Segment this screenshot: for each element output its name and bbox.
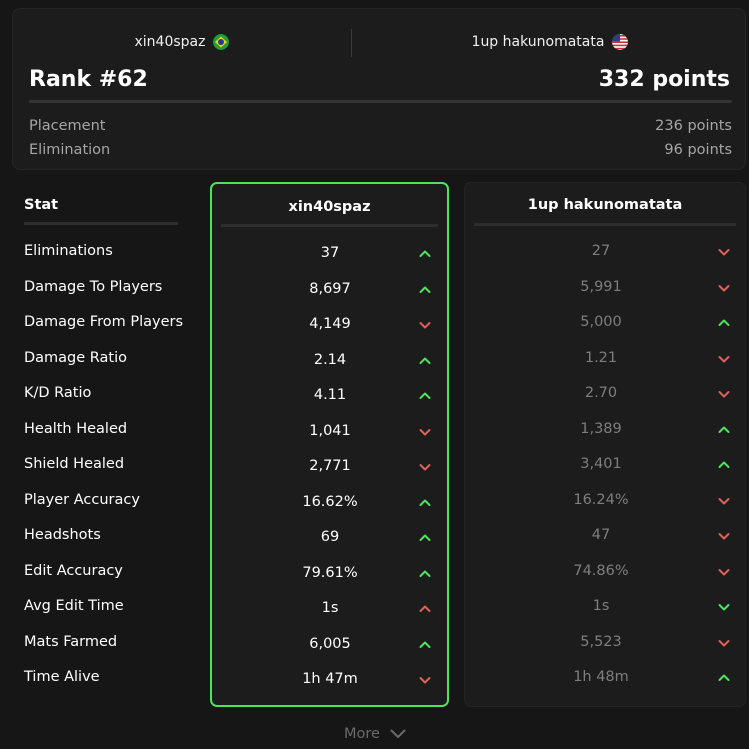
player2-stat-value: 5,991 — [580, 278, 622, 295]
player2-stat-value: 27 — [591, 243, 611, 259]
points-divider — [29, 100, 732, 103]
player1-header-underline — [221, 224, 438, 227]
chevron-up-icon — [718, 317, 730, 329]
chevron-down-icon — [419, 426, 431, 438]
stat-label: Health Healed — [24, 420, 128, 437]
player1-stat-value: 6,005 — [309, 635, 351, 652]
chevron-up-icon — [419, 603, 431, 615]
player1-stat-value: 37 — [320, 245, 340, 261]
rank-title: Rank #62 — [29, 67, 148, 92]
stat-label: Shield Healed — [24, 456, 125, 472]
chevron-down-icon — [718, 388, 730, 400]
player1-stat-value: 16.62% — [302, 493, 358, 510]
players-row: xin40spaz 1up hakunomatata — [13, 27, 745, 57]
player1-stat-value: 69 — [320, 529, 340, 545]
brazil-flag-icon — [213, 34, 230, 50]
stat-label: Damage To Players — [24, 278, 163, 295]
player2-stat-value: 1h 48m — [573, 669, 629, 685]
chevron-down-icon — [718, 601, 730, 613]
more-button[interactable]: More — [344, 726, 406, 742]
stat-label: Avg Edit Time — [24, 598, 124, 614]
elimination-value: 96 points — [664, 142, 732, 158]
chevron-up-icon — [419, 248, 431, 260]
players-divider — [351, 29, 352, 57]
player1-stat-value: 4.11 — [313, 387, 347, 403]
stat-label: Headshots — [24, 527, 101, 543]
player2-stat-value: 16.24% — [573, 491, 629, 508]
player1-stat-value: 1h 47m — [302, 671, 358, 687]
total-points: 332 points — [598, 67, 730, 92]
player2-stat-value: 3,401 — [580, 456, 622, 472]
chevron-up-icon — [419, 284, 431, 296]
stat-label: K/D Ratio — [24, 385, 92, 401]
player2-stats-column: 1up hakunomatata — [464, 182, 746, 707]
player1-stat-value: 2.14 — [313, 351, 347, 368]
stat-label: Damage From Players — [24, 314, 184, 330]
player2-column-header: 1up hakunomatata — [527, 197, 683, 213]
stat-header-underline — [24, 222, 178, 225]
player2-name[interactable]: 1up hakunomatata — [353, 27, 747, 57]
stat-label: Edit Accuracy — [24, 562, 123, 579]
player2-stat-value: 1s — [592, 598, 610, 614]
stat-label: Eliminations — [24, 243, 113, 259]
stat-label: Player Accuracy — [24, 491, 140, 508]
chevron-down-icon — [718, 637, 730, 649]
chevron-up-icon — [419, 639, 431, 651]
placement-value: 236 points — [655, 118, 732, 134]
elimination-label: Elimination — [29, 142, 111, 158]
player1-column-header: xin40spaz — [288, 199, 371, 215]
chevron-down-icon — [718, 282, 730, 294]
player1-stat-value: 1s — [321, 600, 339, 616]
chevron-up-icon — [718, 672, 730, 684]
player2-stat-value: 5,523 — [580, 633, 622, 650]
chevron-down-icon — [718, 495, 730, 507]
chevron-down-icon — [419, 319, 431, 331]
chevron-down-icon — [419, 674, 431, 686]
chevron-down-icon — [718, 353, 730, 365]
chevron-up-icon — [718, 424, 730, 436]
chevron-down-icon — [390, 729, 406, 738]
player1-stat-value: 8,697 — [309, 280, 351, 297]
player1-stat-value: 4,149 — [309, 316, 351, 332]
player2-stat-value: 5,000 — [580, 314, 622, 330]
chevron-down-icon — [718, 246, 730, 258]
chevron-up-icon — [419, 497, 431, 509]
stat-column-header: Stat — [24, 197, 59, 213]
player2-label: 1up hakunomatata — [471, 34, 605, 50]
stat-label: Time Alive — [24, 669, 100, 685]
player1-stat-value: 2,771 — [309, 458, 351, 474]
player1-label: xin40spaz — [134, 34, 206, 50]
player2-stat-value: 2.70 — [584, 385, 618, 401]
player2-header-underline — [474, 223, 736, 226]
player2-stat-value: 1,389 — [580, 420, 622, 437]
chevron-down-icon — [419, 461, 431, 473]
player1-name[interactable]: xin40spaz — [13, 27, 351, 57]
player1-stat-value: 79.61% — [302, 564, 358, 581]
stat-label: Damage Ratio — [24, 349, 128, 366]
usa-flag-icon — [612, 34, 629, 50]
placement-label: Placement — [29, 118, 106, 134]
more-label: More — [344, 726, 380, 742]
chevron-up-icon — [419, 390, 431, 402]
chevron-down-icon — [718, 530, 730, 542]
chevron-down-icon — [718, 566, 730, 578]
stat-label: Mats Farmed — [24, 633, 118, 650]
chevron-up-icon — [419, 355, 431, 367]
player1-stats-column: xin40spaz — [210, 182, 449, 707]
match-summary-card: xin40spaz 1up hakunomatata — [12, 8, 746, 170]
chevron-up-icon — [718, 459, 730, 471]
player2-stat-value: 1.21 — [584, 349, 618, 366]
player2-stat-value: 74.86% — [573, 562, 629, 579]
player1-stat-value: 1,041 — [309, 422, 351, 439]
chevron-up-icon — [419, 532, 431, 544]
player2-stat-value: 47 — [591, 527, 611, 543]
chevron-up-icon — [419, 568, 431, 580]
